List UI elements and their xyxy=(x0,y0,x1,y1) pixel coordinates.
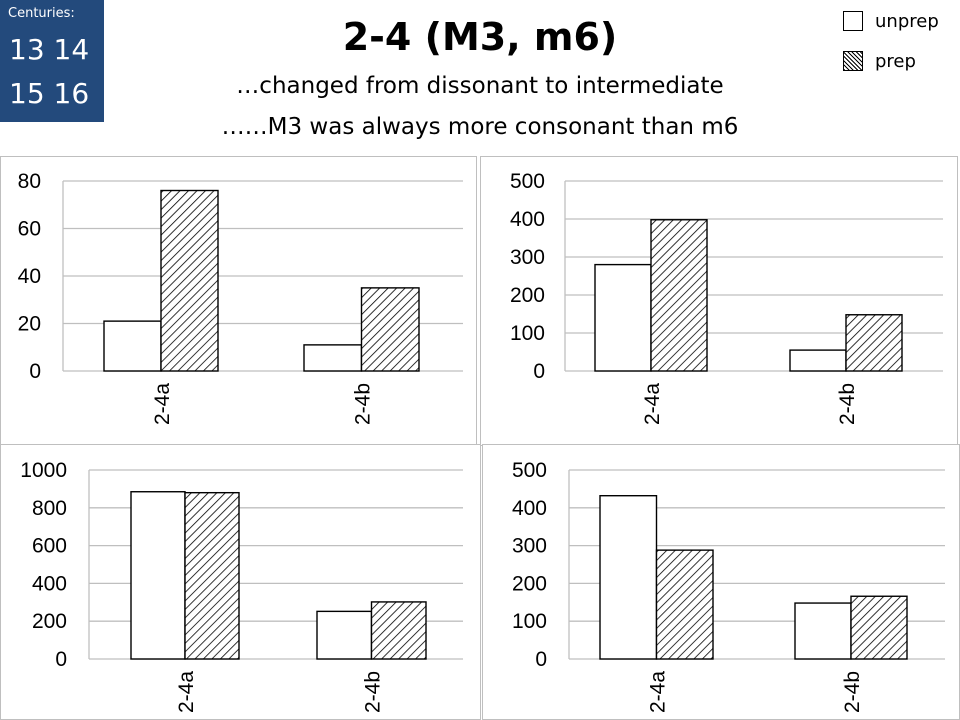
bar-prep-2-4b xyxy=(845,314,903,372)
y-tick-label: 100 xyxy=(512,610,547,633)
centuries-row-2: 15 16 xyxy=(9,77,90,110)
bar-unprep-2-4b xyxy=(303,344,363,372)
bar-unprep-2-4a xyxy=(103,320,162,372)
y-tick-label: 300 xyxy=(512,535,547,558)
bar-prep-2-4a xyxy=(650,219,708,372)
y-tick-label: 200 xyxy=(512,572,547,595)
y-tick-label: 100 xyxy=(510,322,545,345)
y-tick-label: 1000 xyxy=(20,459,67,482)
y-tick-label: 300 xyxy=(510,246,545,269)
y-tick-label: 0 xyxy=(533,360,545,383)
y-tick-label: 200 xyxy=(32,610,67,633)
legend-swatch-prep xyxy=(843,51,863,71)
bar-unprep-2-4a xyxy=(599,495,658,660)
chart-panel-top-left: 0 20 40 60 80 2-4a 2-4b xyxy=(0,156,477,446)
legend-swatch-unprep xyxy=(843,11,863,31)
x-category-label: 2-4a xyxy=(647,671,670,713)
bar-prep-2-4a xyxy=(184,491,240,660)
bar-prep-2-4b xyxy=(360,287,420,372)
y-tick-label: 0 xyxy=(29,360,41,383)
y-tick-label: 500 xyxy=(512,459,547,482)
chart-panel-bottom-right: 0 100 200 300 400 500 2-4a 2-4b xyxy=(482,444,960,720)
bar-prep-2-4b xyxy=(370,601,427,660)
x-category-label: 2-4b xyxy=(841,671,864,713)
bar-unprep-2-4a xyxy=(594,263,652,372)
centuries-label: Centuries: xyxy=(8,6,75,21)
bar-prep-2-4a xyxy=(160,189,219,372)
y-tick-label: 200 xyxy=(510,284,545,307)
y-tick-label: 40 xyxy=(18,265,41,288)
centuries-row-1: 13 14 xyxy=(9,33,90,66)
x-category-label: 2-4b xyxy=(352,383,375,425)
bar-prep-2-4a xyxy=(655,549,714,660)
x-category-label: 2-4a xyxy=(151,383,174,425)
y-tick-label: 600 xyxy=(32,535,67,558)
x-category-label: 2-4b xyxy=(362,671,385,713)
chart-svg-3: 0 100 200 300 400 500 2-4a 2-4b xyxy=(512,459,945,713)
y-tick-label: 0 xyxy=(535,648,547,671)
y-tick-label: 400 xyxy=(512,497,547,520)
bar-unprep-2-4b xyxy=(794,602,852,660)
x-category-label: 2-4a xyxy=(641,383,664,425)
y-tick-label: 80 xyxy=(18,170,41,193)
bar-unprep-2-4b xyxy=(789,349,847,372)
legend-item-prep: prep xyxy=(843,49,960,73)
y-tick-label: 60 xyxy=(18,218,41,241)
y-tick-label: 400 xyxy=(510,208,545,231)
y-tick-label: 0 xyxy=(55,648,67,671)
bar-unprep-2-4b xyxy=(316,610,373,660)
bar-unprep-2-4a xyxy=(130,491,186,660)
subtitle-line-2: ……M3 was always more consonant than m6 xyxy=(221,114,739,140)
chart-svg-1: 0 100 200 300 400 500 2-4a 2-4b xyxy=(510,170,943,425)
chart-svg-0: 0 20 40 60 80 2-4a 2-4b xyxy=(18,170,463,425)
y-tick-label: 20 xyxy=(18,313,41,336)
chart-svg-2: 0 200 400 600 800 1000 2-4a 2-4b xyxy=(20,459,463,713)
legend-label-unprep: unprep xyxy=(875,11,939,32)
subtitle-line-1: …changed from dissonant to intermediate xyxy=(236,73,724,99)
y-tick-label: 400 xyxy=(32,572,67,595)
x-category-label: 2-4a xyxy=(175,671,198,713)
chart-panel-bottom-left: 0 200 400 600 800 1000 2-4a 2-4b xyxy=(0,444,481,720)
y-tick-label: 800 xyxy=(32,497,67,520)
y-tick-label: 500 xyxy=(510,170,545,193)
chart-panel-top-right: 0 100 200 300 400 500 2-4a 2-4b xyxy=(480,156,958,446)
x-category-label: 2-4b xyxy=(836,383,859,425)
legend-item-unprep: unprep xyxy=(843,9,960,33)
centuries-box: Centuries: 13 14 15 16 xyxy=(0,0,104,122)
slide-title: 2-4 (M3, m6) xyxy=(342,15,618,59)
bar-prep-2-4b xyxy=(850,595,908,660)
legend-label-prep: prep xyxy=(875,51,916,72)
